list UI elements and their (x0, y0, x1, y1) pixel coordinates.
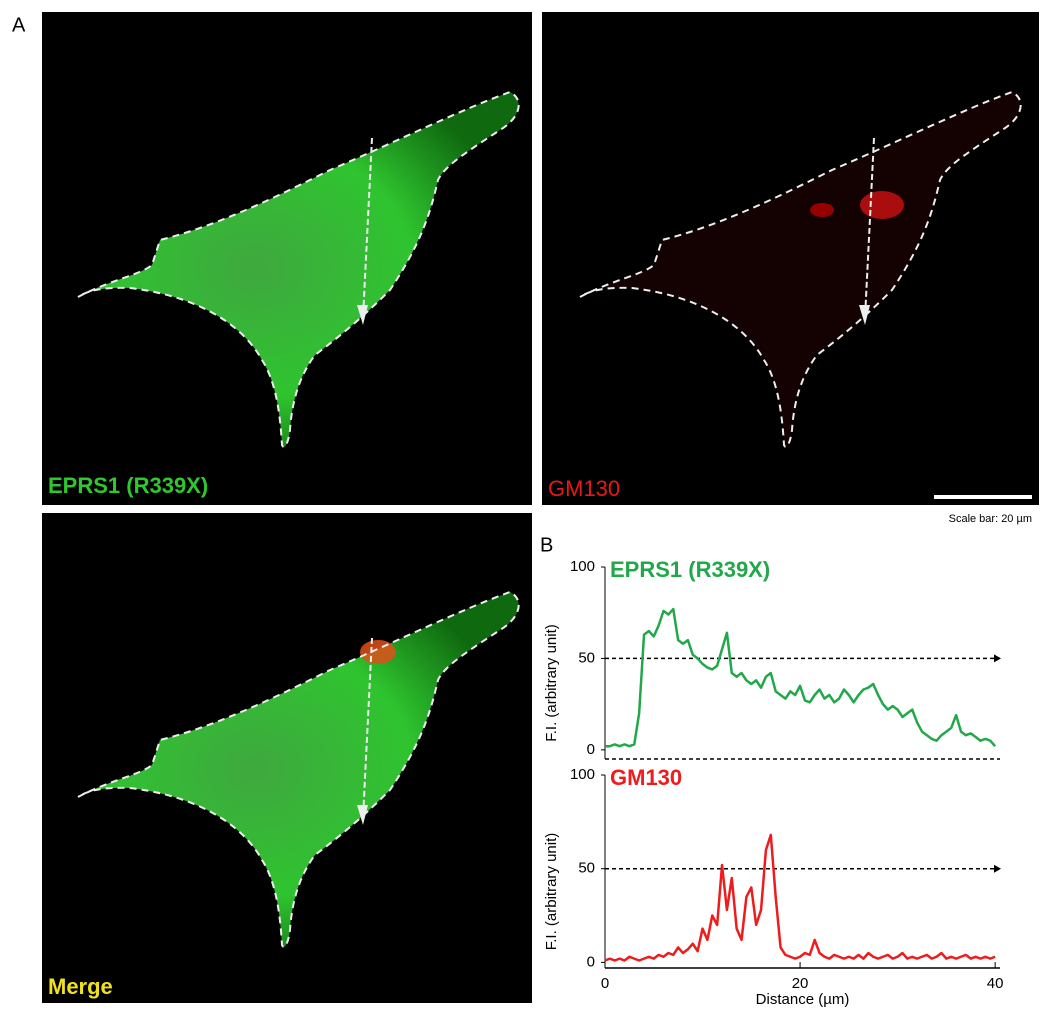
y-axis-label: F.I. (arbitrary unit) (543, 833, 560, 951)
y-tick-label: 0 (587, 953, 595, 970)
cell (579, 91, 1022, 448)
chart-title: EPRS1 (R339X) (610, 557, 770, 582)
y-tick-label: 50 (578, 649, 595, 666)
y-axis-label: F.I. (arbitrary unit) (543, 624, 560, 742)
image-label: Merge (48, 974, 113, 999)
data-line (604, 833, 996, 962)
y-tick-label: 50 (578, 860, 595, 877)
image-label: GM130 (548, 476, 620, 501)
panel-label: A (12, 14, 26, 36)
x-tick-label: 0 (601, 975, 609, 992)
y-tick-label: 100 (570, 558, 595, 575)
arrowhead (994, 654, 1001, 663)
data-line (605, 607, 997, 748)
cell (77, 591, 520, 948)
arrowhead (994, 864, 1001, 873)
y-tick-label: 100 (570, 766, 595, 783)
image-label: EPRS1 (R339X) (48, 473, 208, 498)
chart-title: GM130 (610, 765, 682, 790)
x-axis-label: Distance (µm) (756, 991, 850, 1008)
panel-label: B (540, 534, 553, 556)
y-tick-label: 0 (587, 741, 595, 758)
x-tick-label: 40 (987, 975, 1004, 992)
cell (77, 91, 520, 448)
x-tick-label: 20 (792, 975, 809, 992)
scale-bar-label: Scale bar: 20 µm (949, 513, 1032, 525)
